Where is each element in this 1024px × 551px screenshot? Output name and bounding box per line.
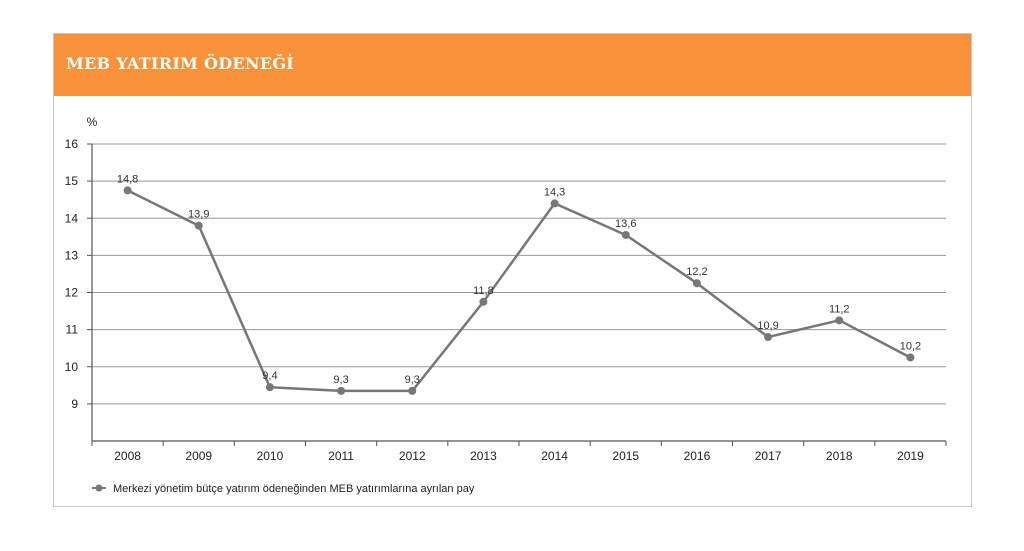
x-tick-label-2016: 2016 — [684, 449, 711, 463]
data-label-2017: 10,9 — [757, 320, 778, 332]
legend-marker — [95, 484, 103, 492]
chart-header: MEB YATIRIM ÖDENEĞİ — [54, 34, 971, 96]
axes — [87, 143, 947, 446]
x-tick-label-2010: 2010 — [257, 449, 284, 463]
y-tick-label-9: 9 — [71, 397, 78, 411]
data-label-2013: 11,8 — [473, 285, 494, 297]
data-label-2019: 10,2 — [900, 340, 921, 352]
data-label-2014: 14,3 — [544, 186, 565, 198]
data-label-2012: 9,3 — [405, 374, 420, 386]
chart-title: MEB YATIRIM ÖDENEĞİ — [66, 54, 295, 73]
y-tick-label-12: 12 — [65, 286, 79, 300]
data-point-2012 — [408, 386, 417, 395]
x-tick-label-2013: 2013 — [470, 449, 497, 463]
data-point-2011 — [337, 386, 346, 395]
data-point-2018 — [835, 316, 844, 325]
y-tick-label-11: 11 — [66, 323, 79, 337]
y-tick-label-16: 16 — [65, 137, 79, 151]
x-tick-label-2011: 2011 — [328, 449, 354, 463]
data-labels: 14,8 13,9 9,4 9,3 9,3 11,8 14,3 13,6 12,2 10,9 11,… — [117, 173, 921, 385]
data-point-2008 — [123, 186, 132, 195]
x-tick-label-2009: 2009 — [185, 449, 212, 463]
data-label-2016: 12,2 — [686, 266, 707, 278]
data-point-2017 — [764, 333, 773, 342]
x-tick-label-2015: 2015 — [612, 449, 639, 463]
y-tick-labels: 9 10 11 12 13 14 15 16 — [65, 137, 79, 411]
y-tick-label-15: 15 — [65, 174, 79, 188]
data-point-2009 — [194, 221, 203, 230]
data-label-2009: 13,9 — [188, 209, 209, 221]
data-point-2013 — [479, 297, 488, 306]
x-tick-label-2014: 2014 — [541, 449, 568, 463]
series-line — [127, 189, 911, 393]
grid-lines — [92, 143, 946, 405]
series-line-path — [127, 189, 911, 393]
data-point-2015 — [621, 230, 630, 239]
data-point-2014 — [550, 199, 559, 208]
y-tick-label-14: 14 — [65, 211, 79, 225]
x-tick-label-2008: 2008 — [114, 449, 141, 463]
legend-label: Merkezi yönetim bütçe yatırım ödeneğinde… — [113, 483, 475, 495]
x-tick-labels: 2008 2009 2010 2011 2012 2013 2014 2015 2016 2017… — [114, 449, 924, 463]
data-point-2019 — [906, 353, 915, 362]
x-tick-label-2017: 2017 — [755, 449, 782, 463]
data-label-2010: 9,4 — [262, 370, 277, 382]
data-label-2008: 14,8 — [117, 173, 138, 185]
data-point-2010 — [265, 383, 274, 392]
data-label-2018: 11,2 — [829, 303, 850, 315]
data-label-2015: 13,6 — [615, 218, 636, 230]
y-axis-label: % — [87, 115, 98, 129]
x-tick-label-2012: 2012 — [399, 449, 426, 463]
data-point-2016 — [692, 279, 701, 288]
data-points — [123, 186, 915, 395]
x-tick-label-2019: 2019 — [897, 449, 924, 463]
y-tick-label-10: 10 — [65, 360, 79, 374]
chart-frame: MEB YATIRIM ÖDENEĞİ — [53, 33, 972, 507]
legend: Merkezi yönetim bütçe yatırım ödeneğinde… — [92, 483, 475, 495]
data-label-2011: 9,3 — [333, 374, 348, 386]
y-tick-label-13: 13 — [65, 248, 79, 262]
x-tick-label-2018: 2018 — [826, 449, 853, 463]
